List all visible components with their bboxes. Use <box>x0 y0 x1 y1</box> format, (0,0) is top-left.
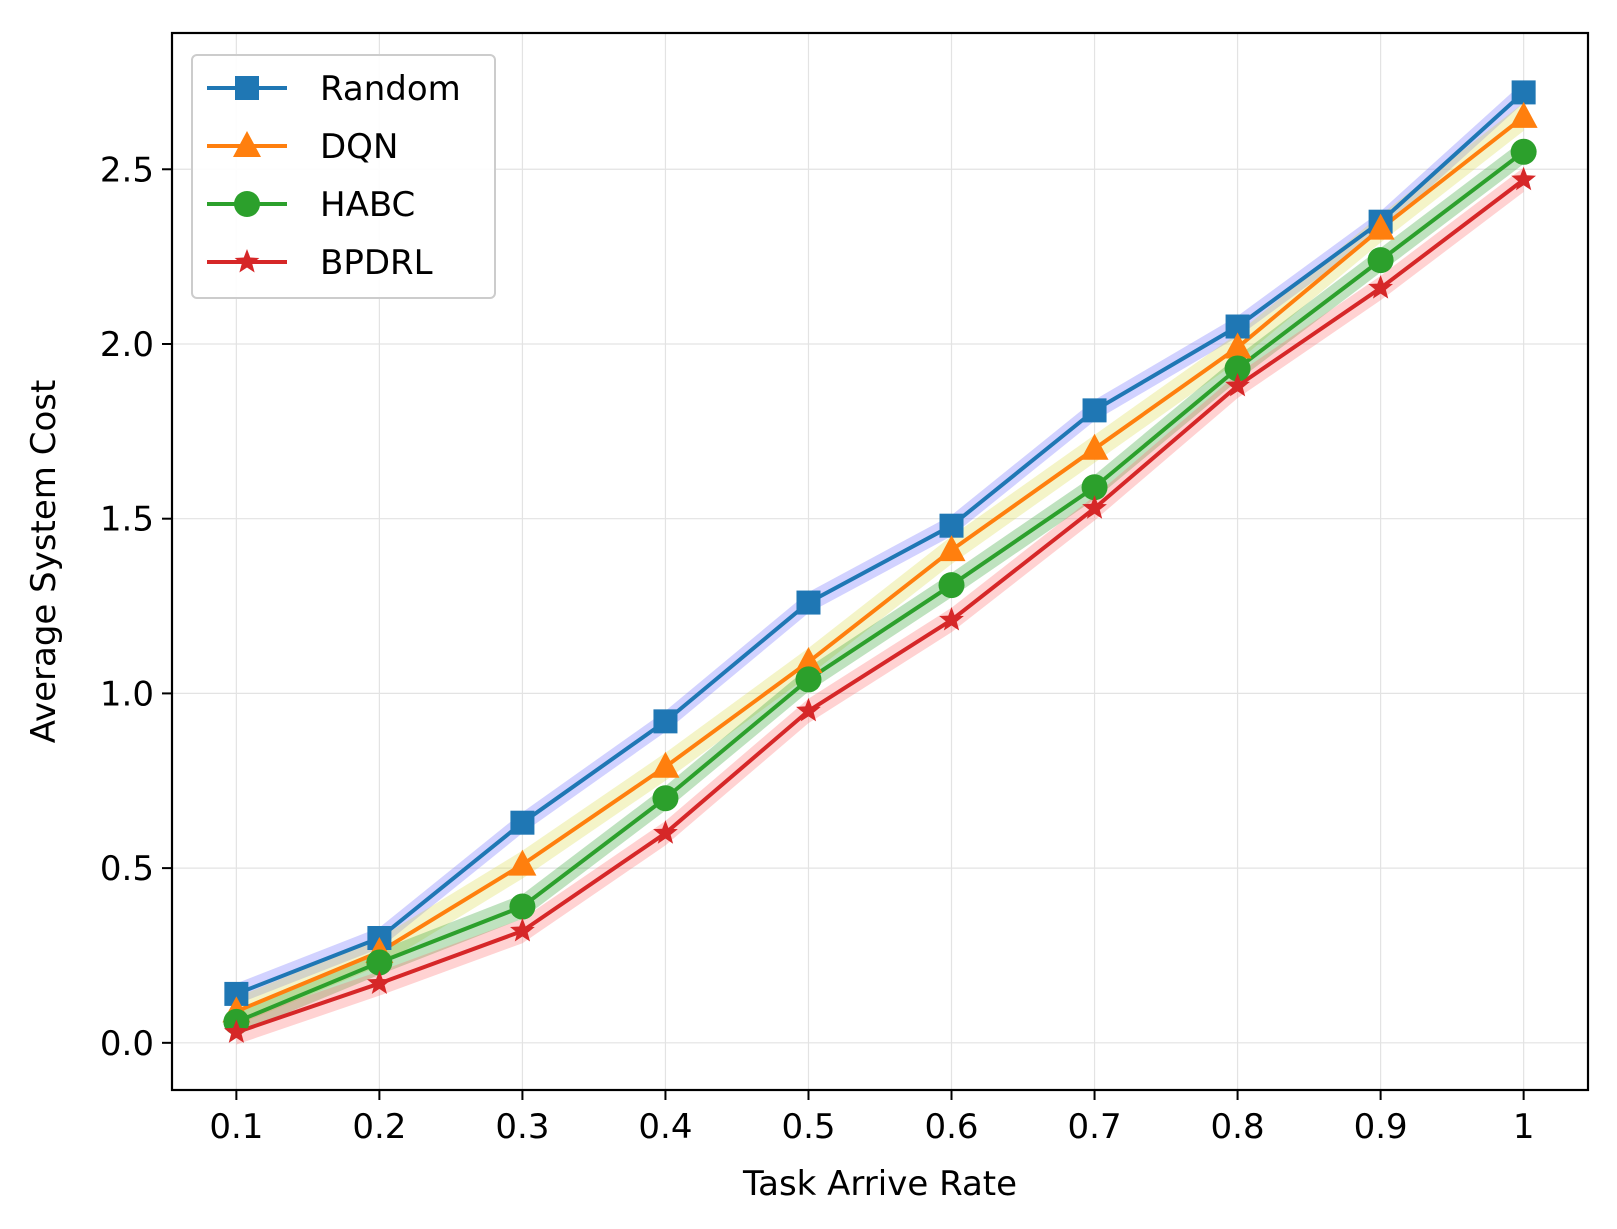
point-habc <box>938 572 965 599</box>
x-tick-label: 0.3 <box>495 1107 549 1147</box>
legend-entry-habc: HABC <box>207 185 415 225</box>
legend-marker-habc <box>234 191 260 217</box>
y-tick-label: 0.0 <box>100 1024 154 1064</box>
point-random <box>653 709 678 734</box>
y-tick-label: 2.5 <box>100 150 154 190</box>
point-habc <box>509 893 536 920</box>
point-bpdrl <box>1368 275 1393 299</box>
x-tick-label: 0.1 <box>209 1107 263 1147</box>
point-habc <box>1081 474 1108 501</box>
point-bpdrl <box>224 1019 249 1043</box>
point-habc <box>652 785 679 812</box>
line-random <box>235 90 1525 996</box>
point-dqn <box>937 535 966 562</box>
point-dqn <box>794 646 823 673</box>
point-habc <box>795 666 822 693</box>
point-habc <box>1510 138 1537 165</box>
point-dqn <box>1223 332 1252 359</box>
point-bpdrl <box>1225 372 1250 397</box>
legend-marker-random <box>235 76 259 100</box>
y-axis-ticks: 0.0 0.5 1.0 1.5 2.0 2.5 <box>100 150 172 1064</box>
point-bpdrl <box>939 607 964 631</box>
plot-frame <box>170 31 1590 1092</box>
y-tick-label: 1.0 <box>100 674 154 714</box>
point-dqn <box>508 849 537 876</box>
point-habc <box>1367 247 1394 274</box>
point-random <box>1082 398 1107 423</box>
x-tick-label: 0.2 <box>352 1107 406 1147</box>
point-random <box>1511 80 1536 105</box>
point-dqn <box>1366 213 1395 240</box>
y-tick-label: 0.5 <box>100 849 154 889</box>
series-lines <box>235 90 1525 1035</box>
legend: Random DQN HABC BPDRL <box>191 54 496 299</box>
point-habc <box>366 949 393 976</box>
point-habc <box>1224 355 1251 382</box>
point-random <box>510 810 535 835</box>
point-dqn <box>1509 101 1538 128</box>
legend-entry-dqn: DQN <box>207 127 398 167</box>
point-random <box>939 513 964 538</box>
x-axis-ticks: 0.1 0.2 0.3 0.4 0.5 0.6 0.7 0.8 0.9 1 <box>209 1090 1534 1147</box>
line-bpdrl <box>235 178 1525 1035</box>
x-tick-label: 1 <box>1513 1107 1535 1147</box>
point-bpdrl <box>367 970 392 994</box>
grid <box>172 33 1588 1090</box>
x-tick-label: 0.9 <box>1354 1107 1408 1147</box>
legend-label-random: Random <box>320 69 461 109</box>
x-tick-label: 0.6 <box>924 1107 978 1147</box>
point-bpdrl <box>653 820 678 844</box>
line-habc <box>235 150 1525 1024</box>
point-random <box>796 590 821 615</box>
y-tick-label: 1.5 <box>100 500 154 540</box>
legend-label-habc: HABC <box>320 185 415 225</box>
x-tick-label: 0.8 <box>1211 1107 1265 1147</box>
point-bpdrl <box>1511 166 1536 191</box>
point-bpdrl <box>510 918 535 942</box>
y-tick-label: 2.0 <box>100 325 154 365</box>
point-dqn <box>1080 433 1109 460</box>
legend-entry-random: Random <box>207 69 461 109</box>
legend-marker-bpdrl <box>234 249 260 273</box>
x-axis-label: Task Arrive Rate <box>742 1164 1017 1204</box>
legend-label-bpdrl: BPDRL <box>320 243 433 283</box>
point-dqn <box>651 751 680 778</box>
legend-box <box>191 54 496 299</box>
x-tick-label: 0.7 <box>1068 1107 1122 1147</box>
legend-marker-dqn <box>233 131 261 157</box>
legend-label-dqn: DQN <box>320 127 398 167</box>
y-axis-label: Average System Cost <box>24 380 64 744</box>
legend-entry-bpdrl: BPDRL <box>207 243 433 283</box>
x-tick-label: 0.4 <box>638 1107 692 1147</box>
series-markers <box>222 80 1538 1043</box>
x-tick-label: 0.5 <box>781 1107 835 1147</box>
point-bpdrl <box>1082 495 1107 519</box>
line-dqn <box>235 115 1525 1014</box>
point-bpdrl <box>796 697 821 722</box>
